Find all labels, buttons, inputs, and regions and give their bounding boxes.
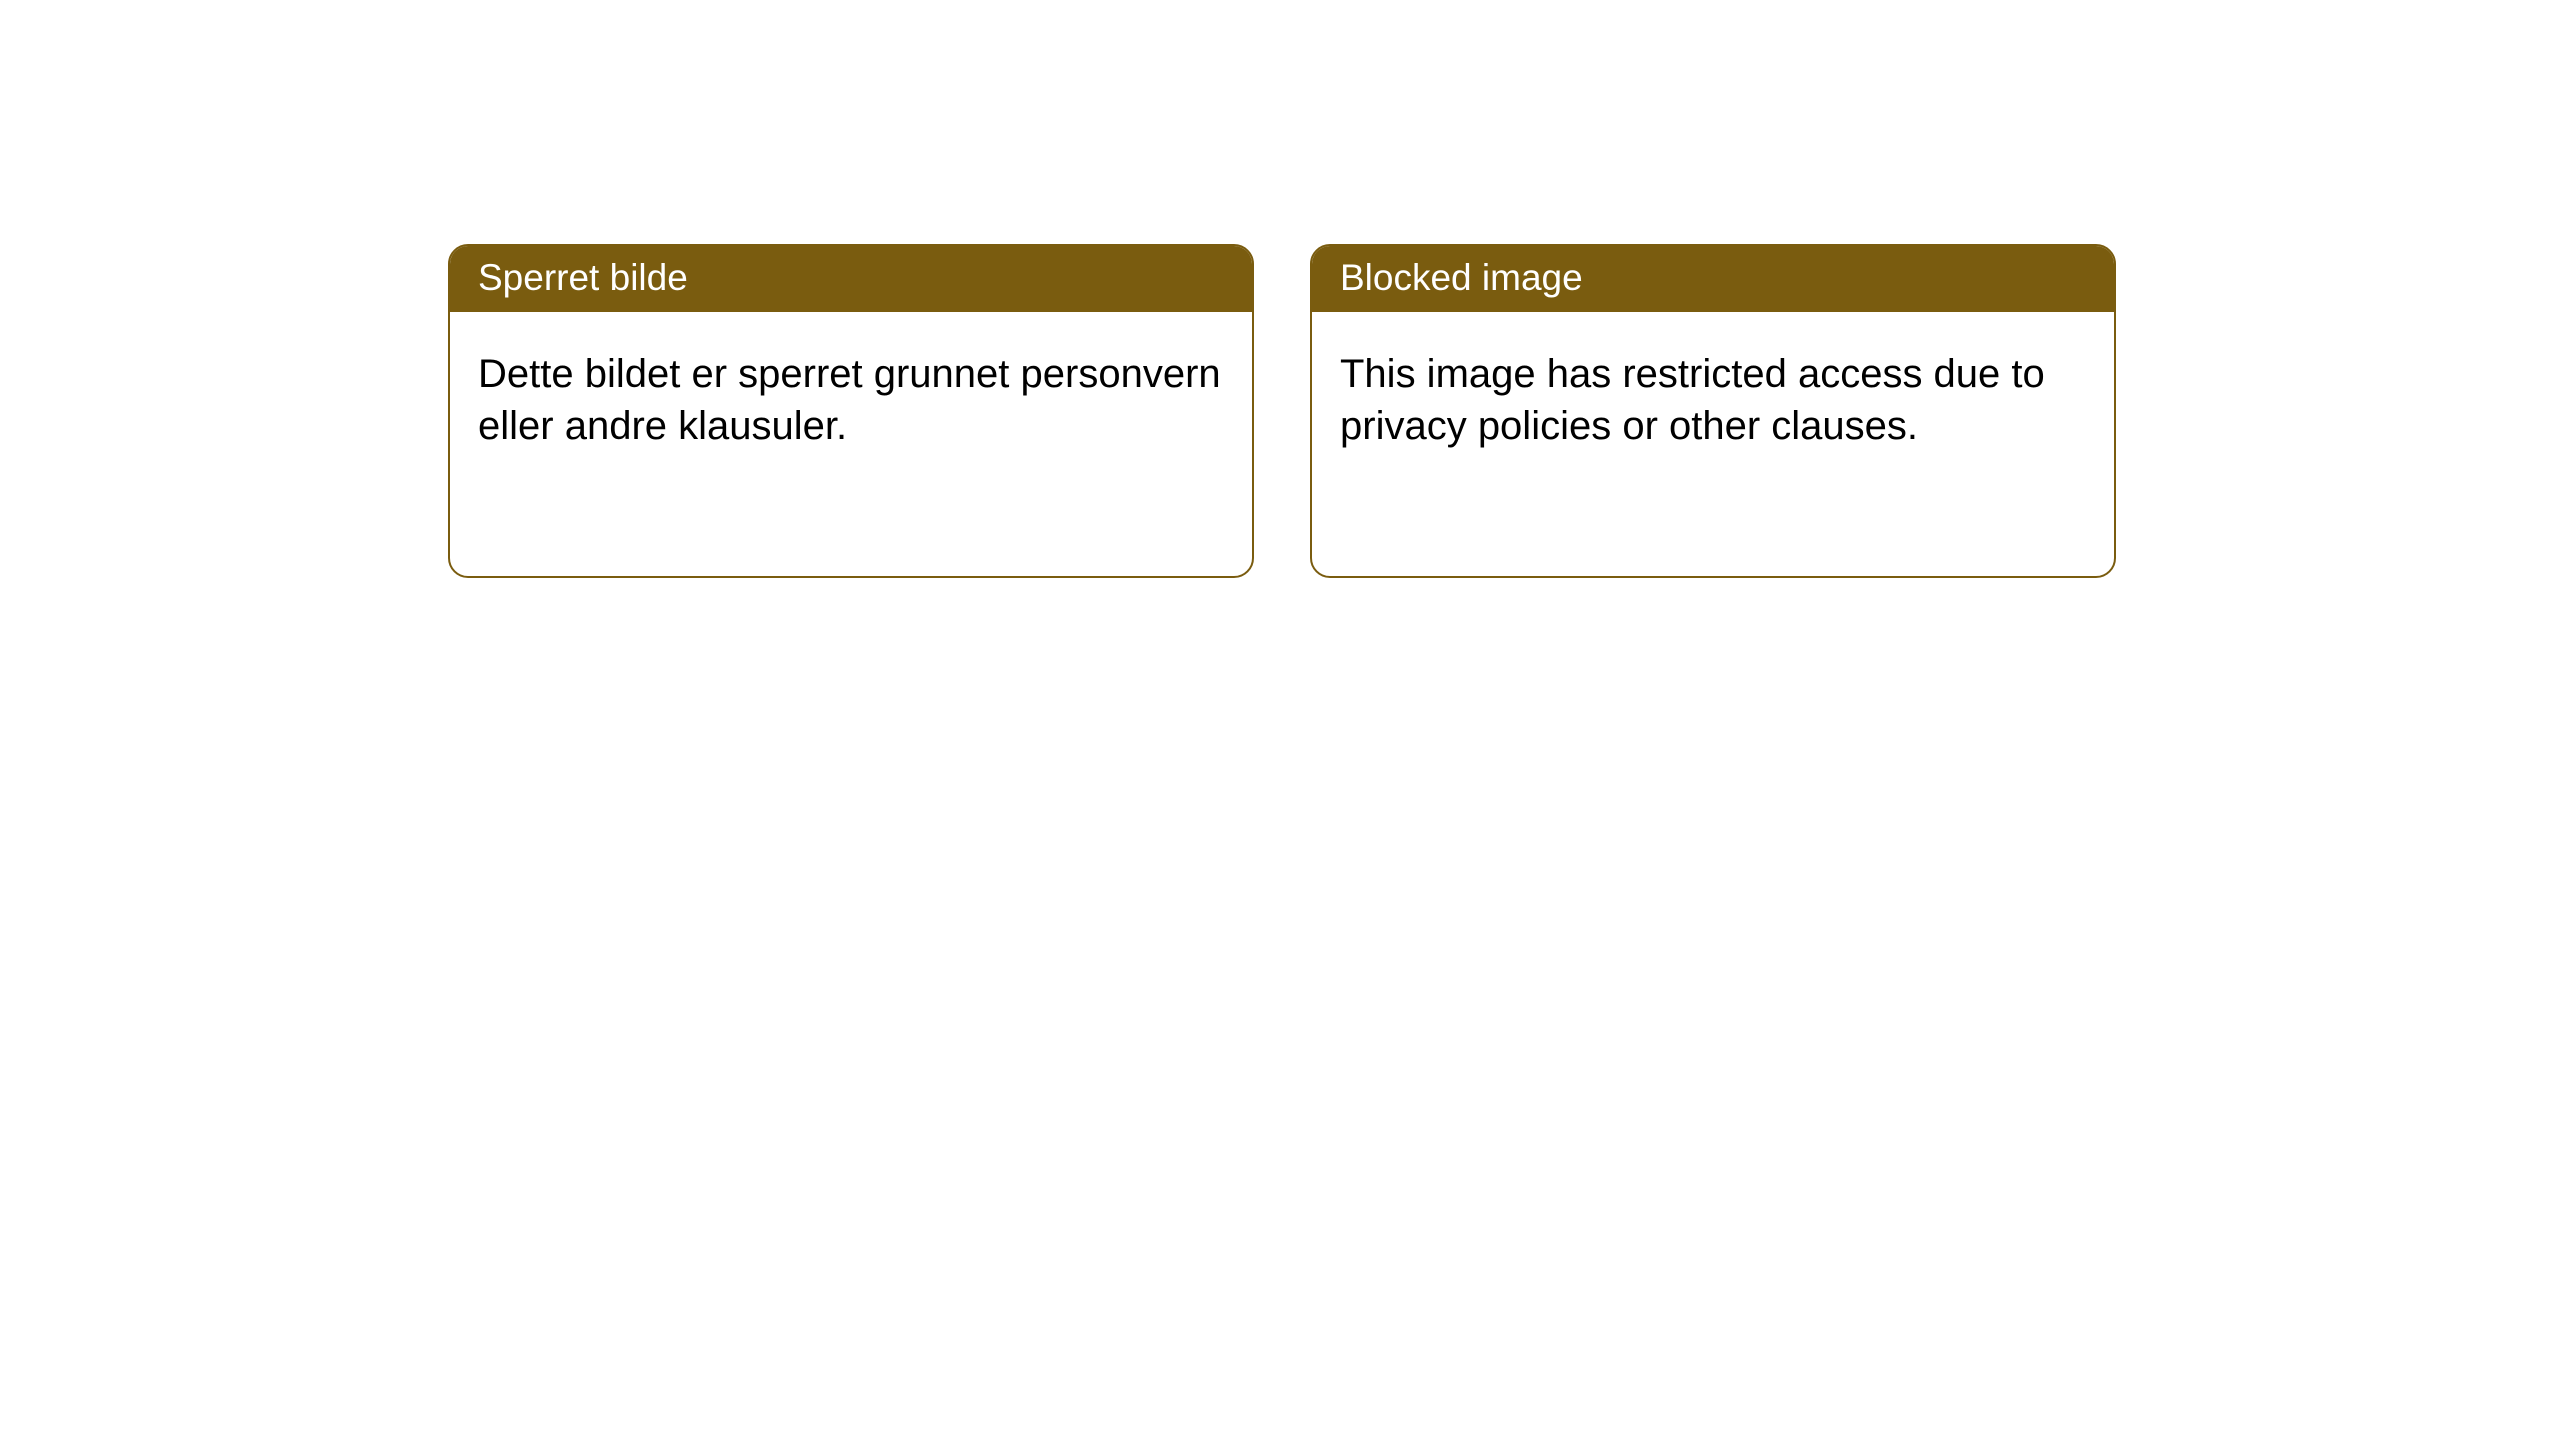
- notice-card-body: This image has restricted access due to …: [1312, 312, 2114, 480]
- notice-card-body: Dette bildet er sperret grunnet personve…: [450, 312, 1252, 480]
- notice-card-title: Sperret bilde: [450, 246, 1252, 312]
- notice-card-norwegian: Sperret bilde Dette bildet er sperret gr…: [448, 244, 1254, 578]
- notice-card-container: Sperret bilde Dette bildet er sperret gr…: [0, 0, 2560, 578]
- notice-card-english: Blocked image This image has restricted …: [1310, 244, 2116, 578]
- notice-card-title: Blocked image: [1312, 246, 2114, 312]
